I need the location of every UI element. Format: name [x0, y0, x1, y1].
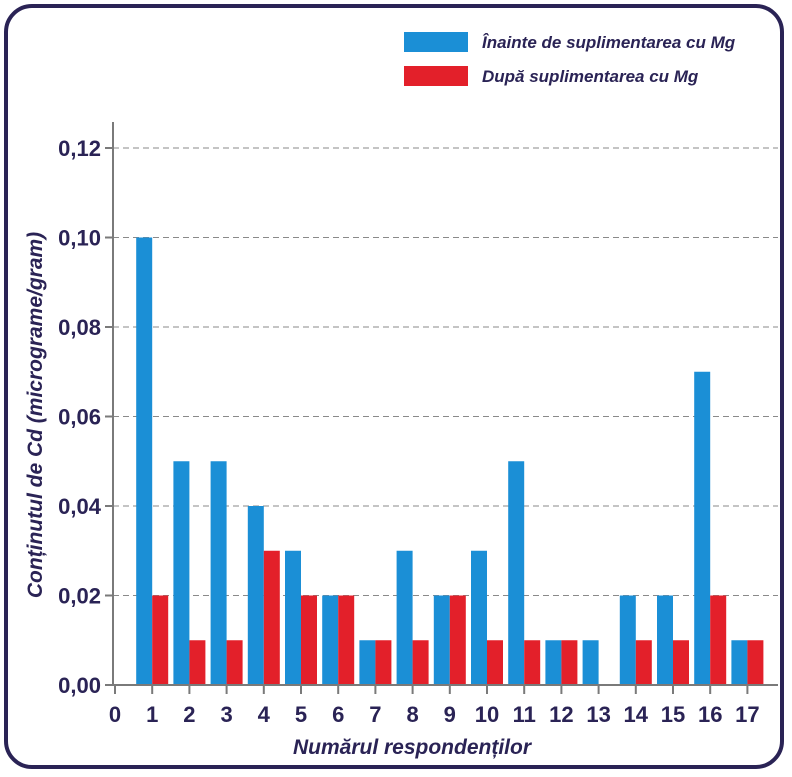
x-tick-label: 10	[475, 702, 499, 727]
y-tick-labels: 0,00 0,02 0,04 0,06 0,08 0,10 0,12	[58, 136, 102, 698]
legend-label-before: Înainte de suplimentarea cu Mg	[482, 33, 736, 52]
bar-before	[173, 461, 190, 685]
bar-after	[375, 640, 392, 685]
bar-after	[412, 640, 429, 685]
bar-after	[189, 640, 206, 685]
y-tick-label: 0,06	[58, 405, 101, 430]
x-tick-label: 5	[295, 702, 307, 727]
x-tick-label: 15	[661, 702, 685, 727]
x-tick-label: 7	[369, 702, 381, 727]
bar-after	[487, 640, 503, 685]
x-tick-label: 2	[183, 702, 195, 727]
y-tick-label: 0,00	[58, 673, 101, 698]
x-tick-label: 9	[444, 702, 456, 727]
x-tick-label: 1	[146, 702, 158, 727]
y-tick-label: 0,10	[58, 226, 101, 251]
bar-before	[731, 640, 748, 685]
bar-before	[322, 595, 339, 685]
y-axis-title: Conținutul de Cd (micrograme/gram)	[24, 232, 47, 598]
bar-after	[338, 595, 355, 685]
bar-before	[285, 550, 301, 685]
x-tick-label: 11	[513, 702, 536, 727]
x-tick-label: 6	[332, 702, 344, 727]
x-tick-label: 12	[549, 702, 573, 727]
bar-before	[582, 640, 599, 685]
bar-before	[619, 595, 636, 685]
x-tick-labels: 0 1 2 3 4 5 6 7 8 9 10 11 12 13 14 15 16 17	[109, 702, 760, 727]
bar-after	[710, 595, 727, 685]
x-tick-label: 4	[258, 702, 271, 727]
x-tick-label: 3	[220, 702, 232, 727]
y-tick-label: 0,02	[58, 584, 101, 609]
legend-label-after: După suplimentarea cu Mg	[482, 67, 699, 86]
y-tick-label: 0,04	[58, 494, 102, 519]
bar-before	[396, 550, 413, 685]
bar-after	[152, 595, 169, 685]
bar-after	[226, 640, 243, 685]
y-tick-label: 0,08	[58, 315, 101, 340]
bar-before	[210, 461, 227, 685]
bars	[136, 237, 764, 685]
bar-after	[747, 640, 764, 685]
bar-after	[301, 595, 317, 685]
x-axis-title: Numărul respondenților	[293, 736, 533, 759]
bar-after	[561, 640, 578, 685]
axes	[112, 122, 778, 686]
legend: Înainte de suplimentarea cu Mg După supl…	[404, 32, 736, 86]
bar-before	[433, 595, 450, 685]
y-tick-label: 0,12	[58, 136, 101, 161]
x-tick-label: 16	[698, 702, 722, 727]
bar-before	[694, 371, 711, 685]
legend-swatch-before	[404, 32, 468, 52]
bar-before	[359, 640, 376, 685]
x-tick-label: 14	[624, 702, 649, 727]
bar-before	[508, 461, 525, 685]
x-tick-label: 8	[406, 702, 418, 727]
chart-frame	[4, 4, 784, 769]
x-tick-label: 17	[735, 702, 759, 727]
x-tick-label: 13	[586, 702, 610, 727]
bar-after	[449, 595, 466, 685]
x-tick-label: 0	[109, 702, 121, 727]
bar-before	[657, 595, 673, 685]
bar-before	[247, 506, 264, 685]
legend-swatch-after	[404, 66, 468, 86]
bar-before	[136, 237, 153, 685]
bar-after	[673, 640, 689, 685]
bar-before	[545, 640, 562, 685]
bar-after	[635, 640, 652, 685]
bar-before	[471, 550, 487, 685]
bar-after	[524, 640, 541, 685]
bar-after	[263, 550, 280, 685]
